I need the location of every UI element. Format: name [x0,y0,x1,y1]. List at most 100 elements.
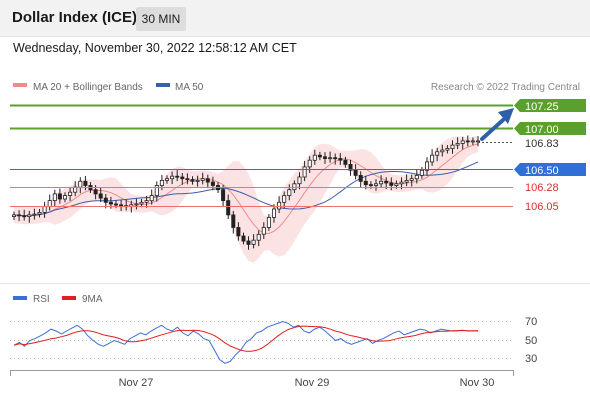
candle [358,171,363,188]
rsi-legend-label: RSI [33,294,50,305]
x-label-nov30: Nov 30 [460,377,495,389]
candle [455,137,460,150]
candle [414,170,419,184]
candle [430,149,435,166]
candle [348,159,353,176]
candle [261,222,266,239]
ma20-legend-label: MA 20 + Bollinger Bands [33,82,143,93]
candle [190,176,195,185]
rsi-ma-legend-swatch [62,296,76,300]
candle [32,208,37,220]
candle [195,175,200,187]
candle [200,172,205,185]
bollinger-band [14,135,478,263]
candle [333,153,338,165]
candle [98,187,103,203]
candle [119,200,124,211]
candle [11,211,16,220]
candle [164,175,169,184]
rsi-ma-line [13,325,479,352]
candle [292,180,297,193]
candle [317,151,322,161]
candle [297,172,302,190]
candle [144,195,149,208]
candle [205,174,210,189]
candle [52,189,57,207]
candle [170,171,175,185]
candle [180,173,185,185]
ma50-line [13,161,479,217]
interval-button[interactable]: 30 MIN [136,7,186,31]
candle [460,136,465,150]
candle [322,152,327,164]
candle [221,185,226,206]
candle [246,236,251,250]
candle [312,149,317,165]
candle [241,232,246,245]
candle [139,198,144,208]
svg-text:106.28: 106.28 [525,182,559,194]
rsi-tick-50: 50 [525,335,537,347]
candle [389,177,394,191]
svg-text:106.05: 106.05 [525,201,559,213]
svg-text:107.00: 107.00 [525,124,559,136]
ma50-legend-swatch [156,83,170,87]
candle [440,144,445,157]
candle [287,184,292,201]
candle [373,179,378,191]
candle [419,166,424,179]
candle [17,210,22,222]
candle [343,156,348,168]
x-label-nov29: Nov 29 [295,377,330,389]
ma50-legend-label: MA 50 [175,82,204,93]
candle [435,147,440,162]
candle [424,157,429,176]
candle [302,160,307,182]
x-label-nov27: Nov 27 [119,377,154,389]
candle [27,210,32,223]
candle [185,173,190,185]
candle [445,145,450,154]
rsi-tick-30: 30 [525,353,537,365]
candle [266,214,271,231]
candle [328,151,333,163]
projection-arrow-icon [480,108,514,141]
candle [134,198,139,210]
svg-text:107.25: 107.25 [525,101,559,113]
candle [404,174,409,187]
level-tag-106-28: 106.28 [525,182,559,194]
level-tag-106-05: 106.05 [525,201,559,213]
candle [175,170,180,182]
chart-header: Dollar Index (ICE) 30 MIN [0,0,590,37]
rsi-line [13,320,478,364]
candle [282,191,287,209]
candle [231,210,236,234]
rsi-legend-swatch [13,296,27,300]
svg-text:106.50: 106.50 [525,165,559,177]
candle [338,153,343,165]
candle [154,181,159,202]
candle [37,209,42,218]
candle [22,209,27,221]
ma20-legend-swatch [13,83,27,87]
level-tag-107-25: 107.25 [514,99,586,113]
candle [450,140,455,154]
candle [353,164,358,180]
candle [236,222,241,241]
candle [379,175,384,188]
candle [251,234,256,249]
candle [57,188,62,204]
rsi-tick-70: 70 [525,316,537,328]
candle [277,196,282,214]
candle [149,189,154,205]
level-tag-107-00: 107.00 [514,122,586,136]
candle [470,137,475,146]
candle [465,135,470,147]
copyright-text: Research © 2022 Trading Central [431,82,580,93]
candle [271,204,276,223]
candle [307,156,312,173]
candle [475,136,480,147]
candle [68,187,73,201]
instrument-title: Dollar Index (ICE) [12,9,138,26]
